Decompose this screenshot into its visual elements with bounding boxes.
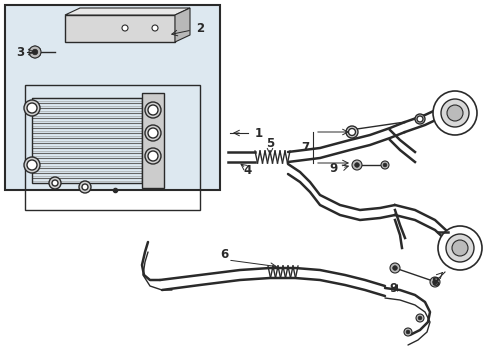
Circle shape: [383, 163, 387, 167]
Circle shape: [27, 103, 37, 113]
Circle shape: [393, 266, 397, 270]
Circle shape: [390, 263, 400, 273]
Text: 5: 5: [266, 136, 274, 149]
Circle shape: [406, 330, 410, 334]
Circle shape: [433, 91, 477, 135]
Circle shape: [24, 157, 40, 173]
Circle shape: [355, 163, 359, 167]
Text: 2: 2: [196, 22, 204, 35]
Circle shape: [381, 161, 389, 169]
Polygon shape: [65, 8, 190, 15]
Circle shape: [352, 160, 362, 170]
Circle shape: [24, 100, 40, 116]
Circle shape: [27, 160, 37, 170]
Circle shape: [433, 280, 437, 284]
Text: 3: 3: [16, 45, 24, 59]
Circle shape: [148, 105, 158, 115]
Bar: [25, 85, 200, 210]
Circle shape: [29, 46, 41, 58]
Bar: [5, 5, 220, 190]
Circle shape: [416, 314, 424, 322]
Circle shape: [346, 126, 358, 138]
Text: 8: 8: [431, 275, 439, 288]
Circle shape: [441, 99, 469, 127]
Text: 9: 9: [389, 282, 397, 294]
Circle shape: [148, 128, 158, 138]
Bar: [142, 93, 164, 188]
Circle shape: [452, 240, 468, 256]
Circle shape: [446, 234, 474, 262]
Circle shape: [404, 328, 412, 336]
Circle shape: [122, 25, 128, 31]
Text: 9: 9: [330, 162, 338, 175]
Polygon shape: [175, 8, 190, 42]
Circle shape: [447, 105, 463, 121]
Circle shape: [52, 180, 58, 186]
Circle shape: [418, 316, 422, 320]
Circle shape: [438, 226, 482, 270]
Circle shape: [145, 148, 161, 164]
Circle shape: [152, 25, 158, 31]
Circle shape: [49, 177, 61, 189]
Polygon shape: [65, 15, 175, 42]
Circle shape: [430, 277, 440, 287]
Polygon shape: [30, 46, 40, 58]
Bar: [32, 98, 142, 183]
Text: 7: 7: [301, 140, 309, 153]
Text: 6: 6: [220, 248, 228, 261]
Text: 1: 1: [255, 126, 263, 140]
Circle shape: [417, 116, 423, 122]
Circle shape: [82, 184, 88, 190]
Circle shape: [79, 181, 91, 193]
Circle shape: [415, 114, 425, 124]
Circle shape: [145, 125, 161, 141]
Circle shape: [145, 102, 161, 118]
Circle shape: [148, 151, 158, 161]
Circle shape: [348, 129, 356, 135]
Circle shape: [32, 49, 38, 55]
Text: 4: 4: [244, 163, 252, 176]
